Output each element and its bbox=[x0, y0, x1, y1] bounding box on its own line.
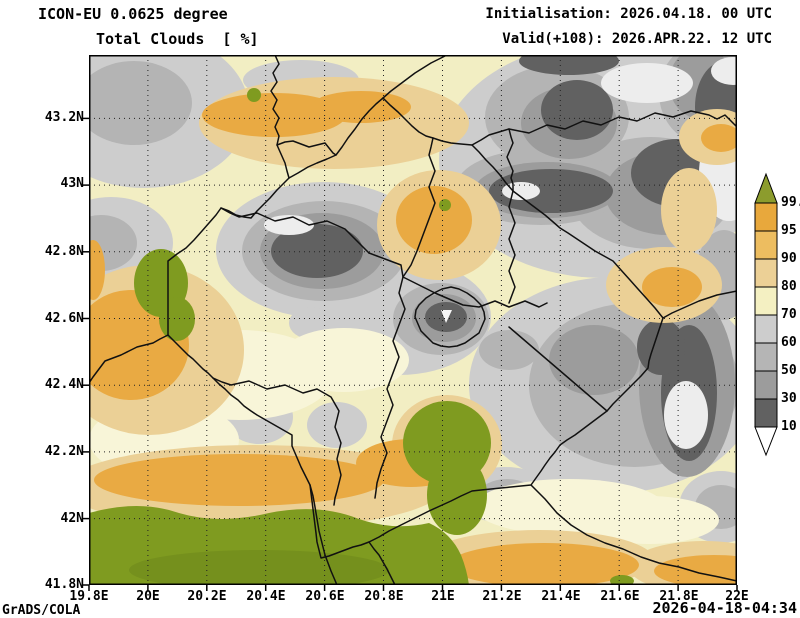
y-tick-label: 42.4N bbox=[44, 377, 84, 392]
colorbar-tick-label: 70 bbox=[781, 307, 797, 322]
colorbar-tick-label: 50 bbox=[781, 363, 797, 378]
y-tick-label: 43.2N bbox=[44, 110, 84, 125]
x-tick-label: 20.8E bbox=[364, 589, 404, 604]
colorbar bbox=[754, 172, 778, 457]
y-tick-label: 41.8N bbox=[44, 577, 84, 592]
political-borders bbox=[89, 55, 737, 585]
y-tick-label: 43N bbox=[60, 176, 84, 191]
valid-time-label: Valid(+108): 2026.APR.22. 12 UTC bbox=[502, 31, 772, 47]
x-tick-label: 21E bbox=[431, 589, 455, 604]
y-tick-label: 42.6N bbox=[44, 311, 84, 326]
x-tick-label: 19.8E bbox=[69, 589, 109, 604]
variable-title: Total Clouds [ %] bbox=[96, 30, 259, 48]
colorbar-tick-label: 10 bbox=[781, 419, 797, 434]
grads-credit-label: GrADS/COLA bbox=[2, 603, 81, 618]
map-canvas bbox=[83, 55, 738, 591]
colorbar-tick-label: 60 bbox=[781, 335, 797, 350]
colorbar-tick-label: 80 bbox=[781, 279, 797, 294]
y-tick-label: 42.2N bbox=[44, 444, 84, 459]
x-tick-label: 20.4E bbox=[246, 589, 286, 604]
init-time-label: Initialisation: 2026.04.18. 00 UTC bbox=[485, 6, 772, 22]
creation-timestamp: 2026-04-18-04:34 bbox=[652, 599, 798, 617]
colorbar-tick-label: 30 bbox=[781, 391, 797, 406]
colorbar-tick-label: 95 bbox=[781, 223, 797, 238]
x-tick-label: 21.8E bbox=[659, 589, 699, 604]
colorbar-tick-label: 90 bbox=[781, 251, 797, 266]
map-frame bbox=[89, 55, 737, 585]
axis-ticks bbox=[83, 117, 738, 591]
x-tick-label: 22E bbox=[725, 589, 749, 604]
graticule-grid bbox=[89, 55, 737, 585]
model-title: ICON-EU 0.0625 degree bbox=[38, 5, 228, 23]
x-tick-label: 20E bbox=[136, 589, 160, 604]
y-tick-label: 42.8N bbox=[44, 244, 84, 259]
x-tick-label: 20.6E bbox=[305, 589, 345, 604]
x-tick-label: 20.2E bbox=[187, 589, 227, 604]
y-tick-label: 42N bbox=[60, 511, 84, 526]
x-tick-label: 21.4E bbox=[541, 589, 581, 604]
x-tick-label: 21.2E bbox=[482, 589, 522, 604]
colorbar-tick-label: 99.5 bbox=[781, 195, 800, 210]
x-tick-label: 21.6E bbox=[600, 589, 640, 604]
